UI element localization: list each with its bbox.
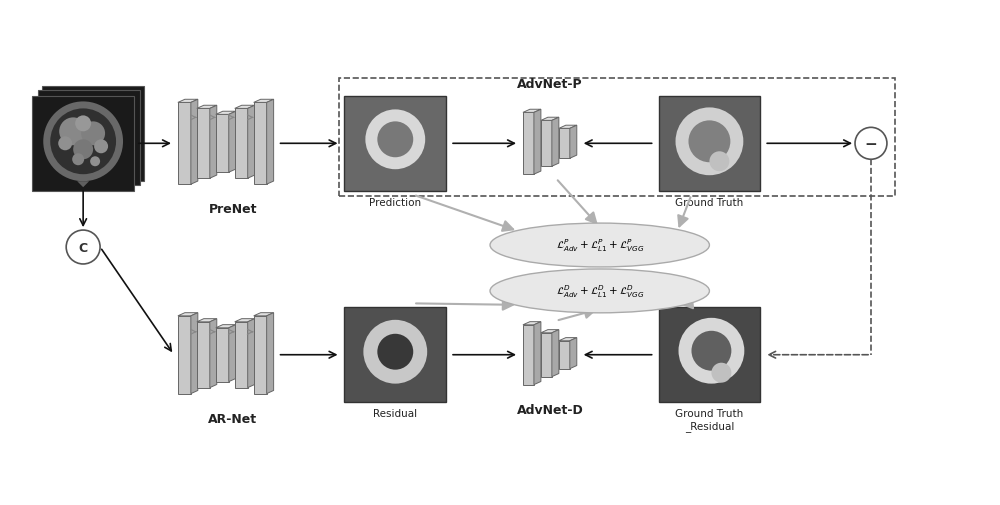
Text: PreNet: PreNet: [208, 203, 257, 216]
Polygon shape: [523, 110, 541, 113]
Ellipse shape: [490, 224, 709, 268]
Circle shape: [377, 334, 413, 370]
Polygon shape: [534, 322, 541, 385]
Polygon shape: [210, 106, 217, 179]
Polygon shape: [235, 322, 248, 388]
Polygon shape: [178, 100, 198, 103]
Text: −: −: [865, 136, 877, 152]
Polygon shape: [659, 97, 760, 191]
Text: Residual: Residual: [373, 408, 417, 418]
Polygon shape: [559, 126, 577, 129]
Polygon shape: [191, 313, 198, 394]
Polygon shape: [197, 319, 217, 322]
Circle shape: [75, 116, 91, 132]
Circle shape: [691, 331, 731, 371]
Polygon shape: [77, 182, 89, 188]
Circle shape: [72, 154, 84, 166]
Polygon shape: [344, 308, 446, 402]
Polygon shape: [229, 112, 236, 173]
Polygon shape: [344, 97, 446, 191]
Circle shape: [58, 137, 72, 151]
Circle shape: [43, 102, 123, 182]
Circle shape: [50, 109, 116, 175]
Circle shape: [688, 121, 730, 163]
Polygon shape: [267, 100, 274, 185]
Polygon shape: [191, 100, 198, 185]
Circle shape: [59, 118, 87, 146]
Polygon shape: [254, 100, 274, 103]
Circle shape: [363, 320, 427, 384]
Polygon shape: [541, 118, 559, 121]
Text: AR-Net: AR-Net: [208, 412, 257, 425]
Text: $\mathcal{L}^P_{Adv} + \mathcal{L}^P_{L1} + \mathcal{L}^P_{VGG}$: $\mathcal{L}^P_{Adv} + \mathcal{L}^P_{L1…: [556, 237, 644, 254]
Polygon shape: [235, 106, 255, 109]
Text: $\mathcal{L}^D_{Adv} + \mathcal{L}^D_{L1} + \mathcal{L}^D_{VGG}$: $\mathcal{L}^D_{Adv} + \mathcal{L}^D_{L1…: [556, 283, 644, 299]
Polygon shape: [541, 330, 559, 333]
Polygon shape: [178, 313, 198, 316]
Polygon shape: [523, 325, 534, 385]
Polygon shape: [254, 103, 267, 185]
Text: C: C: [79, 241, 88, 254]
Polygon shape: [197, 106, 217, 109]
Circle shape: [679, 318, 744, 384]
Polygon shape: [216, 325, 236, 328]
Polygon shape: [570, 338, 577, 369]
Polygon shape: [523, 322, 541, 325]
Polygon shape: [254, 316, 267, 394]
Polygon shape: [254, 313, 274, 316]
Circle shape: [365, 110, 425, 170]
Circle shape: [709, 152, 729, 172]
Circle shape: [94, 140, 108, 154]
Polygon shape: [178, 103, 191, 185]
Circle shape: [377, 122, 413, 158]
Polygon shape: [229, 325, 236, 382]
Polygon shape: [534, 110, 541, 175]
Polygon shape: [559, 129, 570, 159]
Polygon shape: [235, 109, 248, 179]
Polygon shape: [235, 319, 255, 322]
Polygon shape: [541, 121, 552, 167]
Polygon shape: [216, 328, 229, 382]
Polygon shape: [267, 313, 274, 394]
Polygon shape: [248, 319, 255, 388]
Polygon shape: [38, 91, 140, 185]
Polygon shape: [559, 338, 577, 341]
Polygon shape: [659, 308, 760, 402]
Polygon shape: [210, 319, 217, 388]
Text: Prediction: Prediction: [369, 197, 421, 207]
Polygon shape: [197, 322, 210, 388]
Text: Ground Truth
_Residual: Ground Truth _Residual: [675, 408, 744, 431]
Circle shape: [676, 108, 743, 176]
Polygon shape: [178, 316, 191, 394]
Polygon shape: [248, 106, 255, 179]
Polygon shape: [216, 112, 236, 115]
Polygon shape: [570, 126, 577, 159]
Circle shape: [66, 231, 100, 265]
Polygon shape: [42, 87, 144, 181]
Ellipse shape: [490, 270, 709, 313]
Text: AdvNet-P: AdvNet-P: [517, 78, 583, 91]
Circle shape: [711, 363, 731, 383]
Text: Ground Truth: Ground Truth: [675, 197, 744, 207]
Text: AdvNet-D: AdvNet-D: [516, 403, 583, 416]
Polygon shape: [216, 115, 229, 173]
Polygon shape: [552, 330, 559, 377]
Circle shape: [81, 122, 105, 146]
Circle shape: [73, 140, 93, 160]
Polygon shape: [523, 113, 534, 175]
Polygon shape: [32, 97, 134, 191]
Circle shape: [855, 128, 887, 160]
Polygon shape: [197, 109, 210, 179]
Polygon shape: [552, 118, 559, 167]
Polygon shape: [541, 333, 552, 377]
Circle shape: [90, 157, 100, 167]
Polygon shape: [559, 341, 570, 369]
